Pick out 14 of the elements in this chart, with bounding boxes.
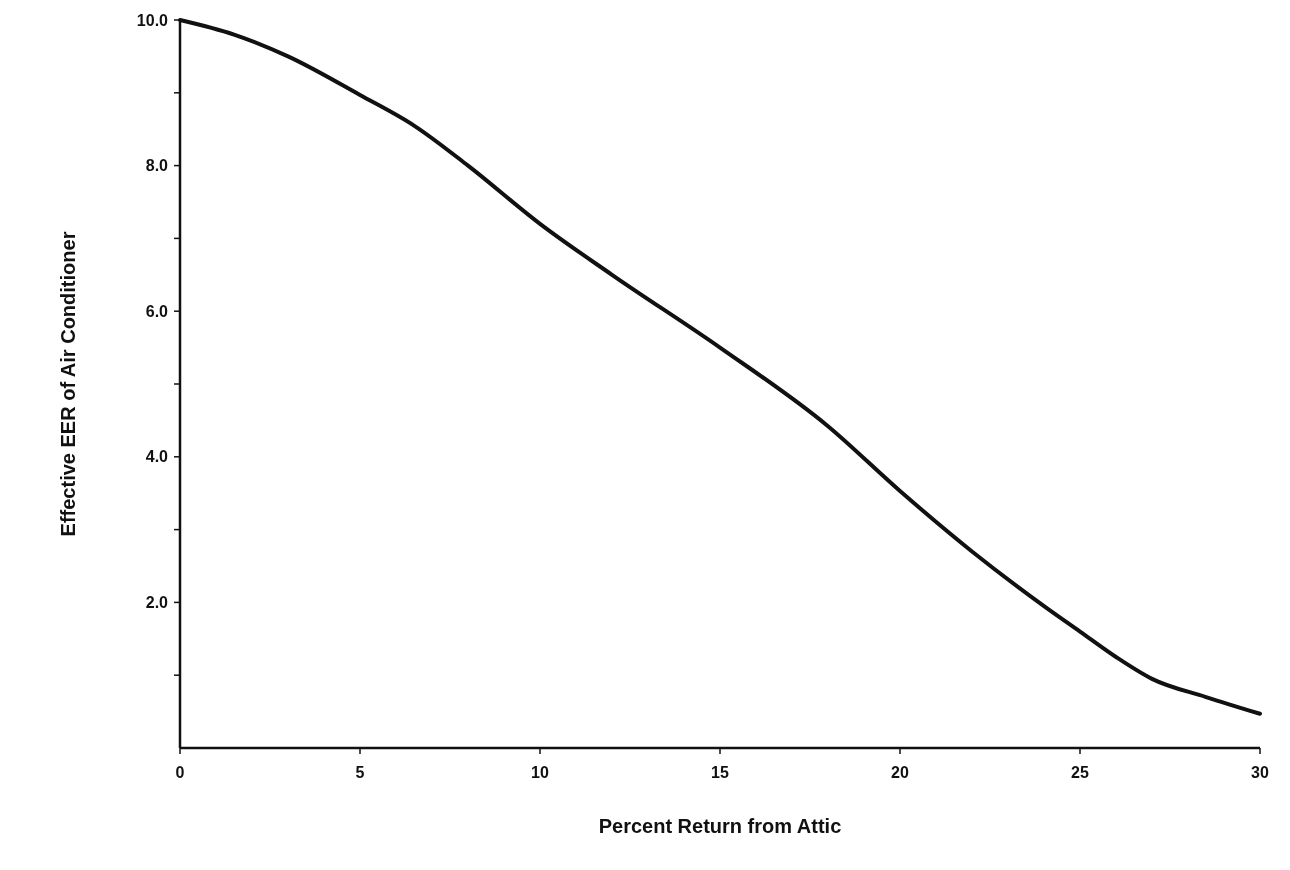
x-tick-label: 10 <box>531 764 549 781</box>
x-tick-label: 0 <box>175 764 185 781</box>
y-axis-title: Effective EER of Air Conditioner <box>57 231 79 537</box>
y-tick-label: 4.0 <box>145 448 169 466</box>
x-tick-label: 25 <box>1071 764 1089 781</box>
y-tick-label: 6.0 <box>145 302 169 320</box>
y-tick-label: 8.0 <box>145 157 169 175</box>
x-axis-title: Percent Return from Attic <box>598 815 842 837</box>
x-tick-label: 15 <box>711 764 729 781</box>
x-tick-label: 5 <box>355 764 365 781</box>
x-tick-label: 20 <box>891 764 909 781</box>
x-tick-label: 30 <box>1251 764 1269 781</box>
y-tick-label: 10.0 <box>136 11 169 29</box>
y-tick-label: 2.0 <box>145 594 169 611</box>
